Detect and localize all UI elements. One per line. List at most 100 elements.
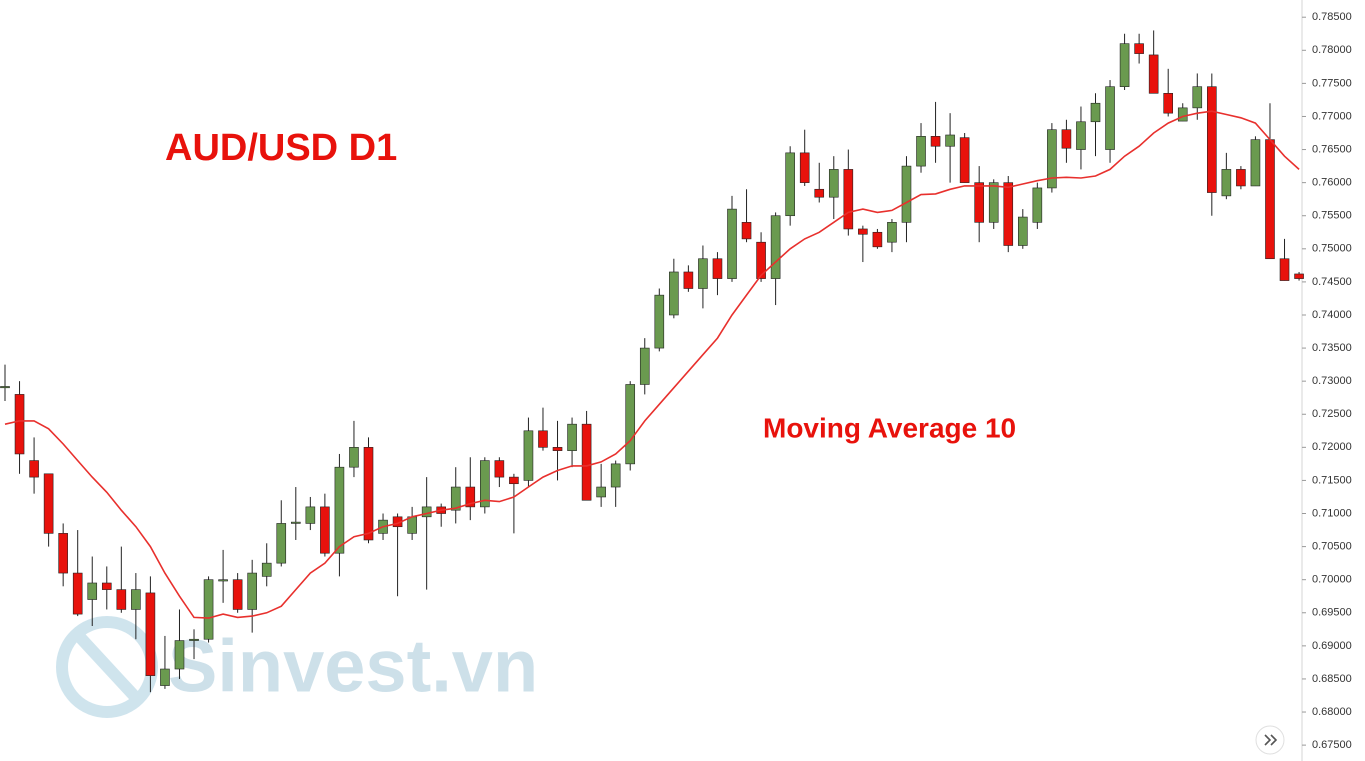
candle-body (610, 463, 621, 488)
candle-body (465, 486, 476, 508)
y-tick-label: 0.73500 (1312, 342, 1352, 354)
candle-body (218, 579, 228, 582)
candle-body (654, 294, 665, 349)
candle-body (58, 533, 68, 574)
candle-body (785, 152, 795, 217)
y-tick-label: 0.67500 (1312, 739, 1352, 751)
candle-body (320, 506, 330, 554)
candle-body (698, 258, 708, 289)
candle-body (1207, 86, 1217, 193)
candle-body (145, 592, 156, 676)
candle-body (596, 486, 606, 498)
candle-body (1250, 139, 1261, 187)
candle-body (843, 169, 854, 230)
candle-body (581, 423, 592, 501)
y-tick-label: 0.77500 (1312, 77, 1352, 89)
candle-body (494, 460, 505, 478)
candle-body (72, 572, 83, 615)
candle-body (567, 423, 577, 451)
candle-body (1148, 54, 1159, 94)
y-tick-label: 0.75500 (1312, 210, 1352, 222)
candle-body (1163, 93, 1173, 114)
candle-body (1047, 129, 1057, 189)
y-tick-label: 0.78000 (1312, 44, 1352, 56)
candle-body (669, 271, 679, 316)
y-tick-label: 0.77000 (1312, 110, 1352, 122)
y-tick-label: 0.74500 (1312, 276, 1352, 288)
candle-body (770, 215, 781, 279)
candle-body (363, 447, 374, 541)
candle-body (727, 208, 737, 279)
y-tick-label: 0.69000 (1312, 640, 1352, 652)
candle-body (14, 394, 25, 455)
y-tick-label: 0.76500 (1312, 143, 1352, 155)
candle-body (232, 579, 243, 610)
candle-body (916, 136, 926, 167)
candle-body (1003, 182, 1014, 246)
candle-body (349, 447, 359, 468)
candle-body (87, 582, 98, 600)
candle-body (1017, 216, 1028, 246)
candle-body (523, 430, 534, 481)
y-tick-label: 0.69500 (1312, 607, 1352, 619)
candle-body (1265, 139, 1275, 260)
y-tick-label: 0.72500 (1312, 408, 1352, 420)
y-tick-label: 0.73000 (1312, 375, 1352, 387)
candle-body (625, 384, 636, 465)
candle-body (407, 516, 417, 534)
chart-title: AUD/USD D1 (165, 127, 397, 169)
candle-body (1105, 86, 1115, 150)
series-label: Moving Average 10 (763, 412, 1016, 443)
candle-body (828, 169, 839, 198)
y-tick-label: 0.78500 (1312, 11, 1352, 23)
candle-body (247, 572, 257, 610)
candle-body (683, 271, 694, 289)
y-tick-label: 0.75000 (1312, 243, 1352, 255)
candle-body (290, 521, 301, 524)
candle-body (509, 476, 519, 485)
candle-body (261, 562, 272, 577)
candle-body (756, 241, 766, 279)
scroll-button[interactable] (1255, 725, 1285, 755)
candle-body (1119, 43, 1130, 87)
candle-body (43, 473, 54, 534)
y-tick-label: 0.71500 (1312, 474, 1352, 486)
candle-body (1090, 102, 1101, 123)
y-tick-label: 0.70500 (1312, 541, 1352, 553)
candle-body (1192, 86, 1203, 109)
candle-body (1177, 107, 1188, 122)
candle-body (450, 486, 461, 511)
candle-body (872, 231, 883, 248)
candle-body (160, 668, 170, 686)
candle-body (305, 506, 316, 524)
candle-body (930, 136, 941, 147)
candle-body (552, 447, 563, 451)
candle-body (0, 386, 10, 389)
candle-body (1134, 43, 1144, 54)
candle-body (1076, 121, 1086, 150)
candle-body (203, 579, 214, 640)
y-tick-label: 0.71000 (1312, 507, 1352, 519)
candle-body (1221, 169, 1232, 197)
candle-body (901, 165, 912, 223)
candle-body (174, 640, 185, 670)
candle-body (116, 589, 127, 610)
candle-body (858, 228, 868, 235)
candle-body (1032, 187, 1043, 223)
candle-body (814, 188, 825, 198)
candle-body (1061, 129, 1072, 149)
candle-body (131, 589, 141, 610)
candle-body (988, 182, 999, 223)
candle-body (959, 137, 970, 183)
candle-body (480, 460, 490, 508)
candle-body (1294, 273, 1304, 279)
candle-body (799, 152, 810, 183)
candle-body (1236, 169, 1246, 187)
candle-body (276, 523, 287, 564)
candle-body (741, 222, 752, 240)
candle-body (29, 460, 39, 478)
y-tick-label: 0.68000 (1312, 706, 1352, 718)
